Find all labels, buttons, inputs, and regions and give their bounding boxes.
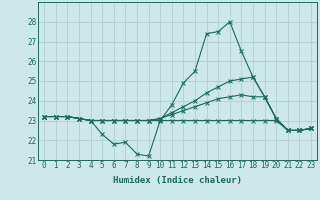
X-axis label: Humidex (Indice chaleur): Humidex (Indice chaleur) [113, 176, 242, 185]
